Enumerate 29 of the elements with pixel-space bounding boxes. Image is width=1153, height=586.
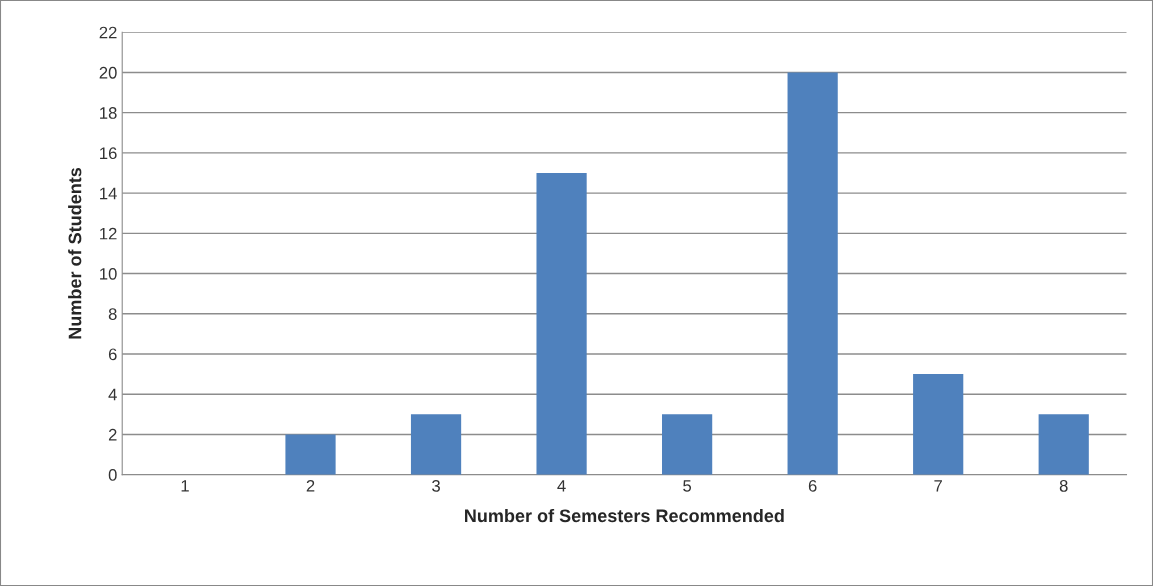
x-axis-title: Number of Semesters Recommended — [465, 508, 784, 523]
y-axis-title: Number of Students — [68, 167, 82, 339]
x-tick-label: 7 — [934, 480, 942, 492]
y-tick-label: 0 — [108, 469, 117, 481]
x-tick-label: 5 — [683, 480, 692, 492]
bar — [913, 374, 964, 475]
bar — [285, 434, 336, 475]
y-tick-label: 16 — [100, 147, 117, 160]
y-tick-label: 20 — [99, 66, 117, 79]
x-tick-label: 8 — [1059, 479, 1068, 492]
x-tick-label: 1 — [181, 480, 189, 492]
bar — [410, 414, 462, 475]
y-tick-label: 12 — [100, 227, 117, 240]
x-tick-label: 2 — [306, 479, 315, 492]
bar — [536, 173, 587, 475]
x-tick-label: 6 — [808, 479, 817, 492]
y-tick-label: 14 — [100, 187, 117, 200]
y-tick-label: 6 — [108, 348, 117, 361]
x-tick-label: 3 — [432, 479, 440, 492]
y-tick-label: 18 — [100, 107, 117, 119]
y-tick-label: 22 — [99, 26, 117, 39]
y-tick-label: 10 — [100, 267, 117, 280]
y-tick-label: 8 — [108, 308, 117, 320]
x-tick-label: 4 — [557, 480, 566, 492]
bar — [1038, 414, 1089, 475]
bar — [662, 414, 713, 475]
bar — [787, 72, 838, 475]
y-tick-label: 2 — [108, 428, 117, 441]
y-tick-label: 4 — [108, 388, 117, 401]
